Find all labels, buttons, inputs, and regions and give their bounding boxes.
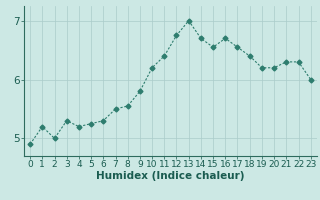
- X-axis label: Humidex (Indice chaleur): Humidex (Indice chaleur): [96, 171, 245, 181]
